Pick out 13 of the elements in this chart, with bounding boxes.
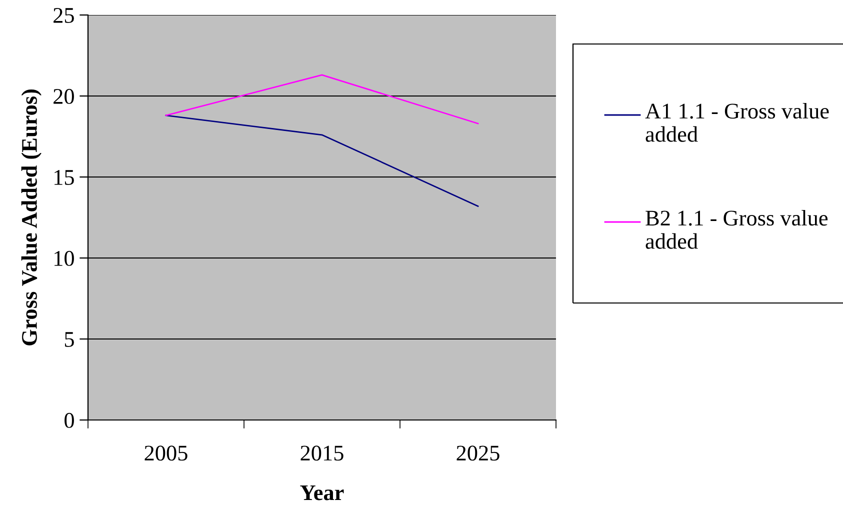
x-tick-label: 2015	[300, 446, 344, 461]
y-tick-label: 25	[54, 8, 74, 23]
y-axis-title: Gross Value Added (Euros)	[21, 90, 42, 346]
x-tick-label: 2025	[456, 446, 500, 461]
y-tick-label: 20	[54, 88, 74, 104]
x-tick-label: 2005	[144, 446, 188, 461]
legend-label: B2 1.1 - Gross value added	[646, 210, 828, 249]
legend-label: A1 1.1 - Gross value added	[645, 103, 829, 142]
y-tick-label: 15	[54, 170, 74, 185]
y-tick-label: 10	[54, 250, 74, 266]
x-axis-title: Year	[300, 485, 344, 500]
y-tick-label: 5	[64, 332, 74, 347]
y-tick-label: 0	[64, 412, 74, 428]
